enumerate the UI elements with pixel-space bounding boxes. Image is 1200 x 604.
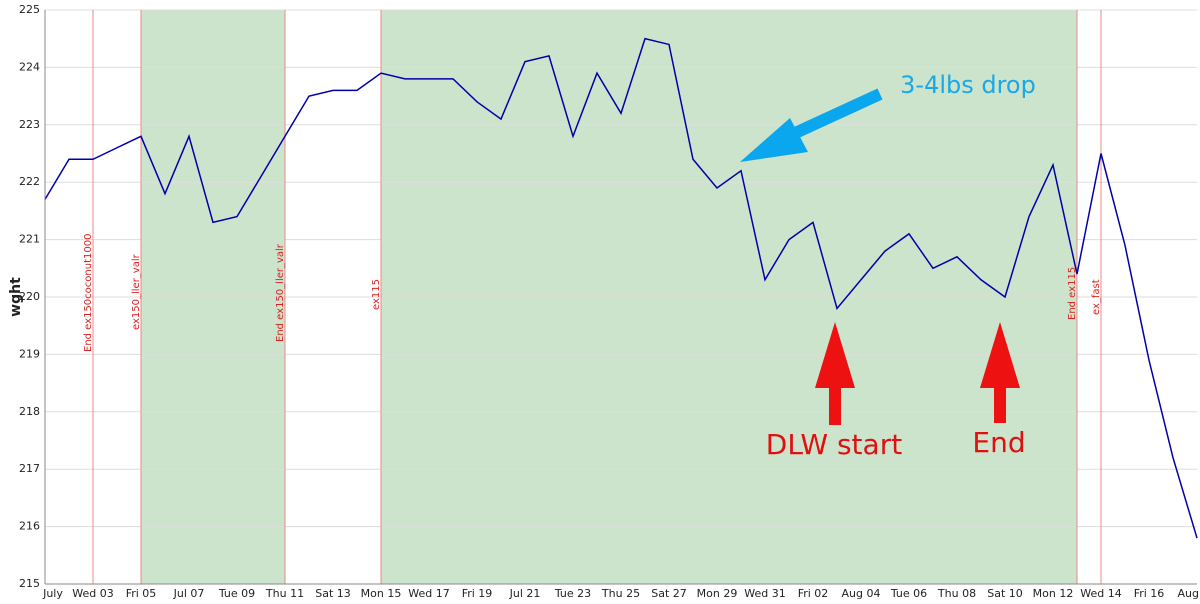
x-tick-label: Jul 21 [509, 587, 541, 600]
x-tick-label: Fri 05 [126, 587, 157, 600]
annotation: End [972, 426, 1025, 459]
y-tick-label: 225 [19, 3, 40, 16]
x-tick-label: Wed 17 [408, 587, 449, 600]
annotation: 3-4lbs drop [900, 71, 1036, 99]
red-arrow-shaft [829, 385, 841, 425]
x-tick-label: Mon 12 [1033, 587, 1074, 600]
data-line [44, 37, 1198, 539]
x-tick-label: Fri 16 [1134, 587, 1165, 600]
x-tick-label: Tue 23 [554, 587, 591, 600]
y-axis-label: wght [8, 277, 24, 317]
x-tick-label: Aug 04 [842, 587, 881, 600]
y-tick-label: 223 [19, 118, 40, 131]
x-tick-label: Tue 06 [890, 587, 927, 600]
event-label: ex_fast [1091, 279, 1102, 315]
red-arrow-head [815, 322, 855, 388]
red-arrow-head [980, 322, 1020, 388]
y-tick-label: 216 [19, 520, 40, 533]
x-tick-label: Sat 27 [651, 587, 687, 600]
plot [44, 37, 1198, 539]
x-tick-label: Sat 13 [315, 587, 351, 600]
x-tick-label: Mon 15 [361, 587, 402, 600]
x-tick-label: Fri 19 [462, 587, 493, 600]
event-label: End ex115 [1067, 267, 1078, 320]
events: End ex150coconut1000 ex150_ller_valr End e… [83, 10, 1102, 584]
y-tick-label: 217 [19, 462, 40, 475]
x-tick-label: Wed 31 [744, 587, 785, 600]
x-tick-label: Mon 29 [697, 587, 738, 600]
annotation-arrows [740, 88, 1020, 425]
x-tick-label: Wed 03 [72, 587, 113, 600]
y-tick-label: 221 [19, 233, 40, 246]
x-tick-label: Fri 02 [798, 587, 829, 600]
y-tick-label: 219 [19, 347, 40, 360]
event-label: End ex150coconut1000 [83, 234, 94, 352]
y-tick-label: 218 [19, 405, 40, 418]
y-tick-label: 220 [19, 290, 40, 303]
x-tick-label: Thu 08 [937, 587, 976, 600]
x-tick-label: July [42, 587, 63, 600]
x-tick-label: Sat 10 [987, 587, 1023, 600]
event-label: End ex150_ller_valr [275, 243, 286, 342]
x-tick-label: Wed 14 [1080, 587, 1121, 600]
y-tick-label: 222 [19, 175, 40, 188]
x-tick-label: Tue 09 [218, 587, 255, 600]
y-tick-label: 224 [19, 60, 40, 73]
x-tick-label: Jul 07 [173, 587, 205, 600]
event-label: ex150_ller_valr [131, 253, 142, 330]
red-arrow-shaft [994, 385, 1006, 423]
event-label: ex115 [371, 279, 382, 310]
blue-arrow-head [740, 118, 808, 162]
y-tick-label: 215 [19, 577, 40, 590]
x-tick-label: Aug 18 [1178, 587, 1200, 600]
annotation: DLW start [766, 428, 902, 461]
x-tick-label: Thu 11 [265, 587, 304, 600]
x-tick-label: Thu 25 [601, 587, 640, 600]
